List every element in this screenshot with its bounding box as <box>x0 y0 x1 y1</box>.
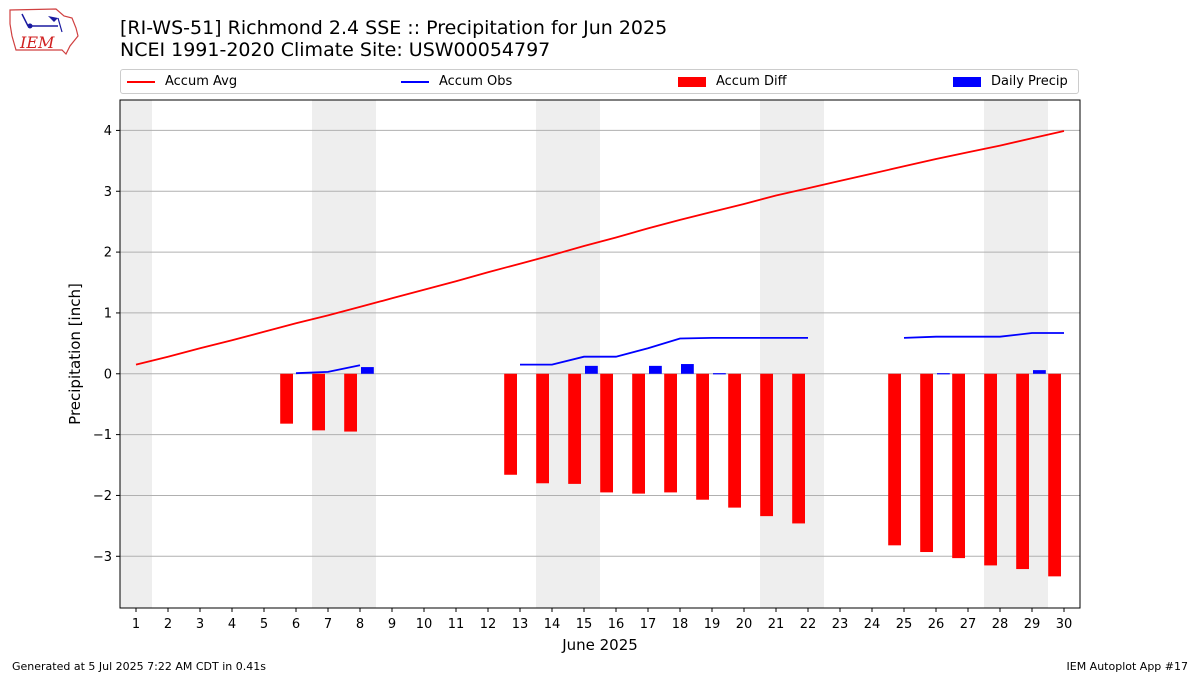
accum-diff-bar <box>632 373 645 494</box>
y-tick-label: −2 <box>93 489 112 504</box>
x-tick-label: 25 <box>896 617 913 632</box>
x-tick-label: 27 <box>960 617 977 632</box>
accum-obs-line <box>903 332 1064 339</box>
x-tick-label: 30 <box>1056 617 1073 632</box>
legend-label-accum-avg: Accum Avg <box>165 74 238 89</box>
x-tick-label: 28 <box>992 617 1009 632</box>
x-axis-label: June 2025 <box>561 636 638 654</box>
legend-label-accum-obs: Accum Obs <box>439 74 513 89</box>
logo-text: IEM <box>19 33 55 52</box>
accum-diff-bar <box>280 373 293 424</box>
accum-diff-bar <box>984 373 997 566</box>
plot-frame <box>119 99 1081 609</box>
x-tick-label: 22 <box>800 617 817 632</box>
legend-item-accum-obs: Accum Obs <box>401 74 512 89</box>
x-tick-label: 2 <box>164 617 172 632</box>
y-tick-label: 1 <box>104 306 112 321</box>
iem-logo: IEM <box>9 8 79 56</box>
y-tick-label: 2 <box>104 246 112 261</box>
weekend-shade <box>312 100 376 608</box>
x-tick-label: 19 <box>704 617 721 632</box>
accum-diff-bar <box>760 373 773 517</box>
x-tick-label: 23 <box>832 617 849 632</box>
daily-precip-bar <box>937 373 950 375</box>
accum-diff-bar <box>1016 373 1029 570</box>
y-axis-label: Precipitation [inch] <box>66 283 84 425</box>
x-tick-label: 13 <box>512 617 529 632</box>
daily-precip-bar <box>585 365 598 374</box>
accum-diff-bar <box>568 373 581 484</box>
accum-diff-bar <box>504 373 517 475</box>
legend-label-accum-diff: Accum Diff <box>716 74 787 89</box>
accum-diff-bar <box>664 373 677 493</box>
daily-precip-bar <box>1033 370 1046 374</box>
x-tick-label: 1 <box>132 617 140 632</box>
chart-subtitle: NCEI 1991-2020 Climate Site: USW00054797 <box>120 39 551 61</box>
x-tick-label: 21 <box>768 617 785 632</box>
weekend-shade <box>536 100 600 608</box>
x-tick-label: 3 <box>196 617 204 632</box>
accum-diff-bar <box>888 373 901 546</box>
legend-swatch-accum-avg <box>127 80 155 83</box>
legend-item-daily-precip: Daily Precip <box>953 74 1068 89</box>
daily-precip-bar <box>713 373 726 375</box>
legend-swatch-accum-diff <box>678 76 706 87</box>
x-tick-label: 14 <box>544 617 561 632</box>
y-tick-label: 3 <box>104 185 112 200</box>
x-tick-label: 18 <box>672 617 689 632</box>
accum-diff-bar <box>312 373 325 431</box>
x-tick-label: 9 <box>388 617 396 632</box>
x-tick-label: 10 <box>416 617 433 632</box>
accum-obs-line <box>295 364 361 375</box>
legend-label-daily-precip: Daily Precip <box>991 74 1068 89</box>
legend-swatch-daily-precip <box>953 76 981 87</box>
footer-app: IEM Autoplot App #17 <box>1066 660 1189 673</box>
accum-diff-bar <box>600 373 613 493</box>
legend-swatch-accum-obs <box>401 80 429 83</box>
x-tick-label: 24 <box>864 617 881 632</box>
accum-diff-bar <box>952 373 965 559</box>
x-tick-label: 5 <box>260 617 268 632</box>
x-tick-label: 7 <box>324 617 332 632</box>
x-tick-label: 29 <box>1024 617 1041 632</box>
footer-generated: Generated at 5 Jul 2025 7:22 AM CDT in 0… <box>12 660 266 673</box>
accum-avg-line <box>135 130 1065 366</box>
weekend-shade <box>760 100 824 608</box>
accum-diff-bar <box>920 373 933 553</box>
x-tick-label: 20 <box>736 617 753 632</box>
legend-item-accum-diff: Accum Diff <box>678 74 787 89</box>
x-tick-label: 26 <box>928 617 945 632</box>
daily-precip-bar <box>681 364 694 374</box>
accum-diff-bar <box>696 373 709 500</box>
x-tick-label: 15 <box>576 617 593 632</box>
accum-diff-bar <box>536 373 549 484</box>
x-tick-label: 4 <box>228 617 236 632</box>
chart-legend: Accum Avg Accum Obs Accum Diff Daily Pre… <box>120 69 1079 94</box>
x-tick-label: 12 <box>480 617 497 632</box>
chart-title: [RI-WS-51] Richmond 2.4 SSE :: Precipita… <box>120 17 668 39</box>
x-tick-label: 17 <box>640 617 657 632</box>
accum-diff-bar <box>792 373 805 524</box>
y-tick-label: −1 <box>93 428 112 443</box>
x-tick-label: 11 <box>448 617 465 632</box>
x-tick-label: 8 <box>356 617 364 632</box>
legend-item-accum-avg: Accum Avg <box>127 74 237 89</box>
accum-obs-line <box>520 336 808 366</box>
daily-precip-bar <box>361 367 374 374</box>
y-tick-label: −3 <box>93 550 112 565</box>
weekend-shade <box>120 100 152 608</box>
y-tick-label: 0 <box>104 367 112 382</box>
daily-precip-bar <box>649 365 662 374</box>
accum-diff-bar <box>1048 373 1061 577</box>
accum-diff-bar <box>344 373 357 432</box>
accum-diff-bar <box>728 373 741 508</box>
y-tick-label: 4 <box>104 124 112 139</box>
x-tick-label: 16 <box>608 617 625 632</box>
x-tick-label: 6 <box>292 617 300 632</box>
